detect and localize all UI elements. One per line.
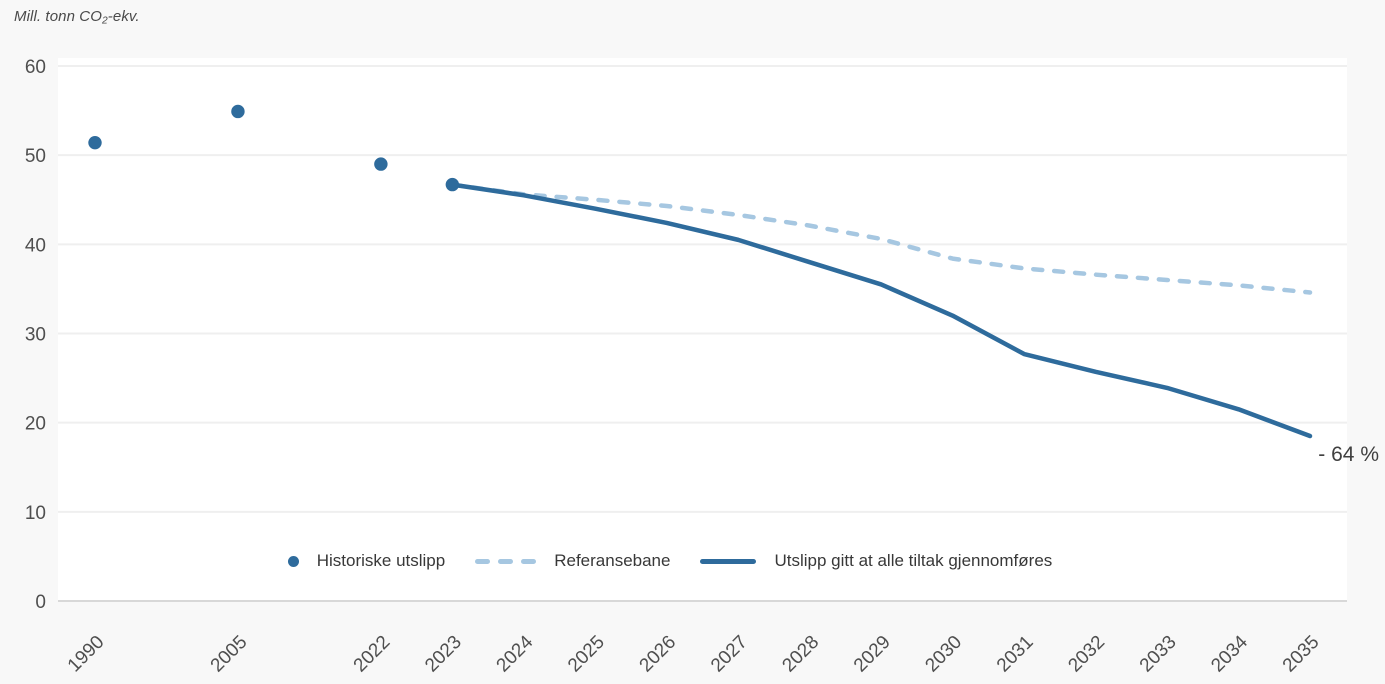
y-tick-label-40: 40 [25, 235, 46, 256]
chart-unit-title-subscript: 2 [102, 15, 108, 27]
y-tick-label-50: 50 [25, 146, 46, 167]
legend-label: Referansebane [554, 551, 671, 570]
x-tick-label-2030: 2030 [921, 632, 966, 677]
legend-label: Historiske utslipp [316, 551, 446, 570]
historical-dot-2005 [231, 104, 245, 119]
chart-unit-title-prefix: Mill. tonn CO [14, 8, 102, 25]
x-tick-label-2028: 2028 [778, 632, 823, 677]
y-tick-label-30: 30 [25, 325, 46, 346]
legend-solid-line-marker-icon [700, 558, 757, 564]
legend-item-referansebane: Referansebane [475, 551, 670, 571]
historical-dot-2023 [445, 177, 460, 192]
tiltak-line [450, 182, 1313, 439]
x-tick-label-2032: 2032 [1064, 632, 1109, 677]
x-tick-label-2027: 2027 [707, 632, 752, 677]
chart-unit-title-suffix: -ekv. [107, 8, 140, 25]
legend-dot-marker-icon [287, 555, 299, 567]
legend-item-tiltak: Utslipp gitt at alle tiltak gjennomføres [700, 551, 1052, 571]
historical-dot-1990 [88, 135, 102, 150]
x-tick-label-2026: 2026 [636, 632, 681, 677]
chart-unit-title: Mill. tonn CO2-ekv. [14, 8, 140, 27]
x-tick-label-1990: 1990 [64, 632, 109, 677]
y-tick-label-10: 10 [25, 503, 46, 524]
y-tick-label-0: 0 [35, 592, 46, 613]
historical-dot-2022 [374, 157, 388, 171]
x-tick-label-2029: 2029 [850, 632, 895, 677]
x-tick-label-2022: 2022 [350, 632, 395, 677]
x-tick-label-2024: 2024 [493, 631, 538, 676]
x-tick-label-2033: 2033 [1136, 632, 1181, 677]
referansebane-line [450, 182, 1313, 295]
legend-label: Utslipp gitt at alle tiltak gjennomføres [774, 551, 1053, 570]
chart-legend: Historiske utslipp Referansebane Utslipp… [30, 551, 1310, 571]
x-tick-label-2031: 2031 [993, 632, 1038, 677]
plot-background [58, 58, 1347, 601]
reduction-annotation: - 64 % [1318, 443, 1379, 466]
legend-item-historiske-utslipp: Historiske utslipp [287, 551, 446, 571]
legend-dashed-line-marker-icon [475, 558, 537, 564]
y-tick-label-20: 20 [25, 414, 46, 435]
x-tick-label-2005: 2005 [207, 632, 252, 677]
x-tick-label-2023: 2023 [421, 632, 466, 677]
x-tick-label-2034: 2034 [1207, 631, 1252, 676]
y-tick-label-60: 60 [25, 57, 46, 78]
x-tick-label-2025: 2025 [564, 632, 609, 677]
x-tick-label-2035: 2035 [1279, 632, 1324, 677]
